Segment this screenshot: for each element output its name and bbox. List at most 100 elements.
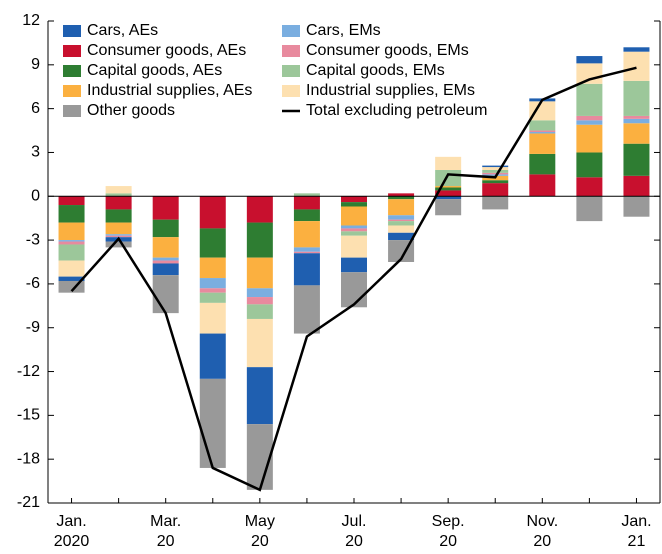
bar-segment: [435, 196, 462, 200]
legend-label: Cars, AEs: [87, 22, 158, 39]
bar-segment: [152, 237, 179, 258]
bar-segment: [105, 186, 132, 194]
y-tick-label: -21: [17, 494, 40, 511]
bar-segment: [388, 193, 415, 197]
bar-segment: [246, 196, 273, 223]
legend-key: [63, 105, 81, 117]
bar-segment: [435, 156, 462, 170]
legend-key: [63, 45, 81, 57]
bar-segment: [199, 278, 226, 289]
bar-segment: [482, 165, 509, 168]
bar-segment: [105, 235, 132, 238]
x-tick-label: Jan. 2020: [53, 513, 90, 550]
bar-segment: [341, 231, 367, 236]
bar-segment: [152, 260, 179, 264]
bar-segment: [529, 133, 556, 154]
legend-key: [282, 85, 300, 97]
bar-segment: [152, 196, 179, 220]
bar-segment: [482, 172, 509, 175]
bar-segment: [58, 196, 85, 206]
bar-segment: [529, 132, 556, 134]
bar-segment: [435, 169, 462, 187]
bar-segment: [623, 118, 650, 124]
x-tick-label: May 20: [244, 513, 275, 550]
bar-segment: [341, 202, 367, 207]
bar-segment: [199, 302, 226, 334]
legend-label: Other goods: [87, 102, 175, 119]
x-tick-label: Sep. 20: [431, 513, 465, 550]
bar-segment: [435, 190, 462, 197]
legend-label: Capital goods, AEs: [87, 62, 222, 79]
bar-segment: [576, 115, 603, 121]
legend-label: Industrial supplies, AEs: [87, 82, 252, 99]
y-tick-label: -12: [17, 363, 40, 380]
bar-segment: [293, 209, 320, 222]
legend-label: Total excluding petroleum: [306, 102, 487, 119]
bar-segment: [576, 56, 603, 64]
bar-segment: [388, 196, 415, 200]
bar-segment: [293, 193, 320, 197]
bar-segment: [341, 272, 367, 308]
bar-segment: [105, 196, 132, 210]
bar-segment: [576, 120, 603, 125]
y-tick-label: 12: [22, 12, 40, 29]
x-tick-label: Mar. 20: [150, 513, 182, 550]
x-tick-label: Nov. 20: [526, 513, 559, 550]
bar-segment: [199, 257, 226, 279]
bar-segment: [105, 222, 132, 235]
y-tick-label: -18: [17, 450, 40, 467]
bar-segment: [58, 260, 85, 277]
bar-segment: [199, 288, 226, 293]
bar-segment: [246, 288, 273, 298]
bar-segment: [529, 101, 556, 121]
bar-segment: [435, 199, 462, 216]
y-tick-label: -9: [26, 319, 40, 336]
bar-segment: [58, 241, 85, 245]
bar-segment: [623, 51, 650, 81]
bar-segment: [623, 47, 650, 52]
bar-segment: [623, 196, 650, 217]
bar-segment: [246, 297, 273, 305]
bar-segment: [293, 251, 320, 254]
bar-segment: [293, 247, 320, 252]
bar-segment: [105, 209, 132, 223]
bar-segment: [388, 215, 415, 220]
legend-key: [63, 85, 81, 97]
bar-segment: [529, 174, 556, 197]
bar-segment: [105, 193, 132, 197]
bar-segment: [341, 206, 367, 226]
bar-segment: [341, 235, 367, 258]
bar-segment: [246, 367, 273, 425]
bar-segment: [58, 244, 85, 261]
bar-segment: [388, 221, 415, 226]
bar-segment: [482, 196, 509, 210]
y-tick-label: 3: [31, 144, 40, 161]
y-tick-label: -15: [17, 407, 40, 424]
bar-segment: [246, 304, 273, 319]
bar-segment: [341, 196, 367, 203]
bar-segment: [199, 378, 226, 468]
x-tick-label: Jan. 21: [621, 513, 652, 550]
bar-segment: [529, 130, 556, 133]
bar-segment: [293, 253, 320, 286]
x-tick-label: Jul. 20: [341, 513, 367, 550]
bar-segment: [293, 221, 320, 248]
legend-key: [63, 65, 81, 77]
bar-segment: [623, 80, 650, 116]
bar-segment: [576, 177, 603, 197]
bar-segment: [482, 180, 509, 184]
bar-segment: [623, 175, 650, 197]
bar-segment: [623, 123, 650, 144]
legend-key: [282, 25, 300, 37]
bar-segment: [293, 285, 320, 334]
bar-segment: [58, 280, 85, 293]
bar-segment: [576, 124, 603, 153]
legend-label: Consumer goods, AEs: [87, 42, 246, 59]
bar-segment: [58, 276, 85, 281]
bar-segment: [435, 187, 462, 191]
bar-segment: [246, 257, 273, 289]
bar-segment: [341, 225, 367, 229]
bar-segment: [246, 318, 273, 368]
bar-segment: [58, 240, 85, 242]
